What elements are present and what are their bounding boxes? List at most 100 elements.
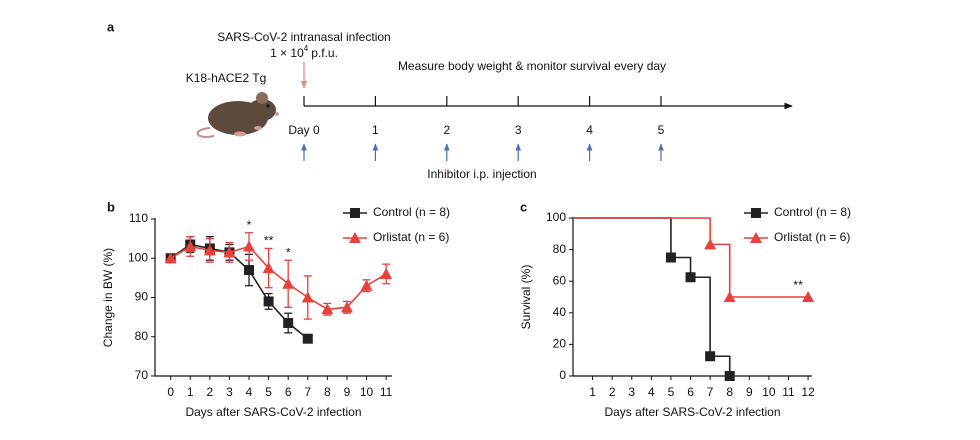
dose-exponent: 4 — [304, 44, 309, 53]
marker-triangle — [340, 301, 353, 313]
x-tick-label: 1 — [187, 385, 194, 399]
legend-label: Control (n = 8) — [774, 205, 851, 219]
timeline-panel: a SARS-CoV-2 intranasal infection 1 × 10… — [107, 19, 793, 181]
day-label: 2 — [443, 123, 450, 137]
marker-square — [263, 296, 274, 307]
x-tick-label: 7 — [304, 385, 311, 399]
injection-label: Inhibitor i.p. injection — [427, 167, 536, 181]
x-tick-label: 3 — [226, 385, 233, 399]
y-tick-label: 80 — [135, 329, 149, 343]
marker-triangle — [704, 238, 717, 250]
day-label: 5 — [658, 123, 665, 137]
marker-triangle — [802, 291, 815, 302]
x-tick-label: 10 — [762, 385, 776, 399]
significance-label: ** — [793, 278, 803, 292]
dose-base: 1 × 10 — [270, 46, 304, 60]
marker-triangle — [164, 252, 177, 264]
x-tick-label: 1 — [589, 385, 596, 399]
significance-label: * — [247, 218, 252, 232]
x-tick-label: 10 — [360, 385, 374, 399]
legend-label: Orlistat (n = 6) — [774, 230, 850, 244]
measure-label: Measure body weight & monitor survival e… — [398, 59, 666, 73]
survival-line — [573, 217, 809, 298]
legend-label: Orlistat (n = 6) — [373, 230, 449, 244]
x-tick-label: 3 — [628, 385, 635, 399]
x-tick-label: 2 — [609, 385, 616, 399]
marker-triangle — [184, 240, 197, 252]
significance-label: ** — [264, 234, 274, 248]
marker-triangle — [262, 262, 275, 274]
day-ticks: Day 0 1 2 3 4 5 — [288, 96, 665, 161]
x-tick-label: 7 — [707, 385, 714, 399]
panel-label: a — [107, 19, 115, 34]
marker-square — [283, 318, 294, 329]
x-tick-label: 8 — [726, 385, 733, 399]
significance-label: * — [286, 245, 291, 259]
x-tick-label: 11 — [782, 385, 795, 399]
legend-marker — [750, 232, 762, 243]
day-label: 1 — [372, 123, 379, 137]
x-tick-label: 8 — [324, 385, 331, 399]
marker-triangle — [360, 279, 373, 291]
x-tick-label: 9 — [746, 385, 753, 399]
x-tick-label: 6 — [687, 385, 694, 399]
marker-triangle — [380, 267, 393, 279]
marker-square — [685, 272, 696, 283]
marker-square — [665, 252, 676, 263]
panel-label: b — [107, 199, 115, 214]
x-tick-label: 2 — [206, 385, 213, 399]
y-tick-label: 90 — [135, 290, 149, 304]
marker-square — [302, 333, 313, 344]
y-tick-label: 70 — [135, 368, 149, 382]
x-tick-label: 4 — [648, 385, 655, 399]
day-label: 3 — [515, 123, 522, 137]
x-tick-label: 0 — [167, 385, 174, 399]
y-tick-label: 40 — [553, 305, 567, 319]
x-axis-title: Days after SARS-CoV-2 infection — [604, 405, 780, 419]
x-tick-label: 9 — [344, 385, 351, 399]
y-tick-label: 110 — [129, 211, 148, 225]
mouse-icon — [196, 92, 279, 138]
marker-triangle — [243, 240, 256, 252]
legend-marker — [751, 208, 761, 218]
y-tick-label: 60 — [553, 273, 567, 287]
x-tick-label: 5 — [265, 385, 272, 399]
y-tick-label: 0 — [559, 368, 566, 382]
marker-triangle — [301, 291, 314, 303]
marker-square — [724, 371, 735, 381]
day-label: 4 — [586, 123, 593, 137]
y-tick-label: 80 — [553, 242, 567, 256]
y-tick-label: 100 — [546, 210, 566, 224]
x-tick-label: 11 — [380, 385, 393, 399]
legend-marker — [349, 232, 361, 243]
legend-label: Control (n = 8) — [373, 205, 450, 219]
y-axis-title: Change in BW (%) — [101, 248, 115, 347]
day-label: Day 0 — [288, 123, 320, 137]
panel-label: c — [520, 199, 527, 214]
y-tick-label: 100 — [128, 250, 148, 264]
x-tick-label: 4 — [246, 385, 253, 399]
y-axis-title: Survival (%) — [519, 265, 533, 330]
mouse-label: K18-hACE2 Tg — [186, 71, 267, 85]
x-tick-label: 5 — [668, 385, 675, 399]
x-tick-label: 12 — [801, 385, 815, 399]
marker-triangle — [223, 246, 236, 258]
marker-triangle — [203, 244, 216, 256]
marker-triangle — [321, 303, 334, 315]
y-tick-label: 20 — [553, 337, 567, 351]
dose-label: 1 × 104 p.f.u. — [270, 44, 338, 60]
x-tick-label: 6 — [285, 385, 292, 399]
marker-triangle — [282, 277, 295, 289]
marker-square — [244, 265, 255, 276]
marker-square — [705, 351, 716, 362]
series-line — [170, 245, 387, 311]
legend-marker — [350, 208, 360, 218]
marker-triangle — [723, 291, 736, 302]
dose-unit: p.f.u. — [311, 46, 338, 60]
x-axis-title: Days after SARS-CoV-2 infection — [185, 405, 361, 419]
infection-label: SARS-CoV-2 intranasal infection — [217, 30, 390, 44]
chart: b 70 80 90 100 110 0 1 2 3 4 5 6 7 8 9 10 11 Days after SA… — [101, 199, 450, 419]
